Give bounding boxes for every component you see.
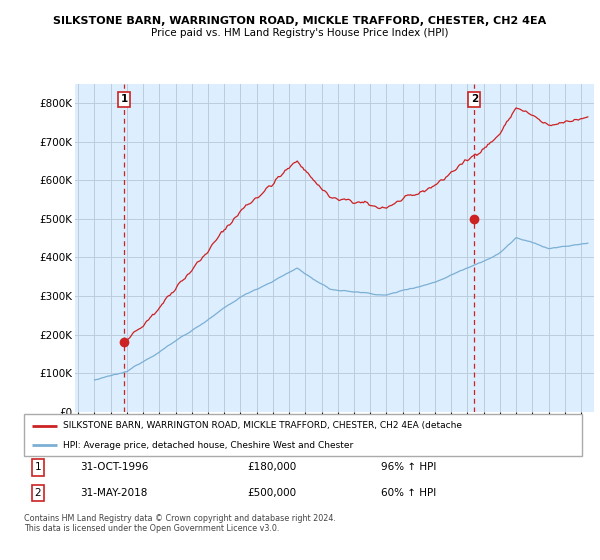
Text: 1: 1 (121, 95, 128, 104)
Text: 2: 2 (470, 95, 478, 104)
Text: SILKSTONE BARN, WARRINGTON ROAD, MICKLE TRAFFORD, CHESTER, CH2 4EA: SILKSTONE BARN, WARRINGTON ROAD, MICKLE … (53, 16, 547, 26)
Text: 31-OCT-1996: 31-OCT-1996 (80, 463, 148, 473)
Text: 31-MAY-2018: 31-MAY-2018 (80, 488, 147, 498)
Text: £500,000: £500,000 (247, 488, 296, 498)
Text: Contains HM Land Registry data © Crown copyright and database right 2024.
This d: Contains HM Land Registry data © Crown c… (24, 514, 336, 534)
Text: SILKSTONE BARN, WARRINGTON ROAD, MICKLE TRAFFORD, CHESTER, CH2 4EA (detache: SILKSTONE BARN, WARRINGTON ROAD, MICKLE … (63, 421, 462, 430)
Text: £180,000: £180,000 (247, 463, 296, 473)
Text: 1: 1 (35, 463, 41, 473)
Text: 2: 2 (35, 488, 41, 498)
Text: 60% ↑ HPI: 60% ↑ HPI (381, 488, 436, 498)
Text: HPI: Average price, detached house, Cheshire West and Chester: HPI: Average price, detached house, Ches… (63, 441, 353, 450)
Text: Price paid vs. HM Land Registry's House Price Index (HPI): Price paid vs. HM Land Registry's House … (151, 28, 449, 38)
Text: 96% ↑ HPI: 96% ↑ HPI (381, 463, 436, 473)
